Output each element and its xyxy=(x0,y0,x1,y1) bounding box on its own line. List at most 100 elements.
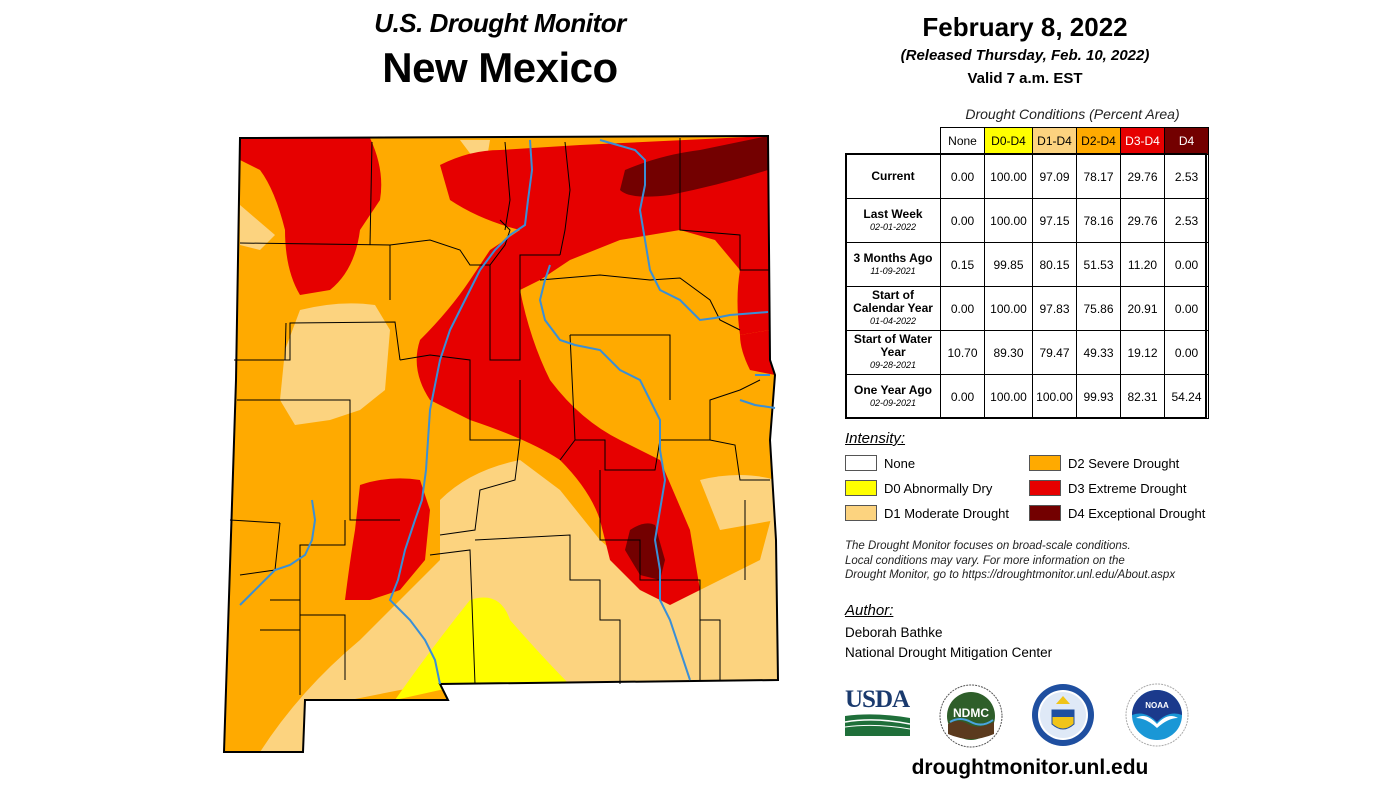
author-title: Author: xyxy=(845,602,894,619)
swatch-d0 xyxy=(845,480,877,496)
row-label-text: Last Week xyxy=(863,206,923,221)
cell: 82.31 xyxy=(1120,374,1165,419)
swatch-d2 xyxy=(1029,455,1061,471)
legend-item-d1: D1 Moderate Drought xyxy=(845,505,1009,521)
website-link[interactable]: droughtmonitor.unl.edu xyxy=(911,756,1149,779)
drought-conditions-table: None D0-D4 D1-D4 D2-D4 D3-D4 D4 Current … xyxy=(845,127,1209,419)
legend-label: D3 Extreme Drought xyxy=(1068,480,1187,496)
header-none: None xyxy=(940,127,985,155)
header-blank xyxy=(846,128,941,155)
cell: 0.00 xyxy=(940,154,985,199)
usda-landscape-icon xyxy=(844,714,911,736)
cell: 99.93 xyxy=(1076,374,1121,419)
cell: 29.76 xyxy=(1120,154,1165,199)
row-label: Last Week 02-01-2022 xyxy=(845,198,941,243)
noaa-logo: NOAA xyxy=(1125,683,1189,747)
header-d4: D4 xyxy=(1164,127,1209,155)
cell: 100.00 xyxy=(984,374,1033,419)
row-label: 3 Months Ago 11-09-2021 xyxy=(845,242,941,287)
header-d0-d4: D0-D4 xyxy=(984,127,1033,155)
legend-item-d3: D3 Extreme Drought xyxy=(1029,480,1187,496)
map-date: February 8, 2022 xyxy=(922,12,1128,42)
row-date: 01-04-2022 xyxy=(869,316,917,326)
drought-map xyxy=(222,134,780,753)
row-label-text: Start of Water Year xyxy=(853,332,933,359)
state-border xyxy=(222,134,780,753)
swatch-d1 xyxy=(845,505,877,521)
row-label: Current xyxy=(845,154,941,199)
row-label-text: Start of Calendar Year xyxy=(853,288,933,315)
table-row-3-months-ago: 3 Months Ago 11-09-2021 0.15 99.85 80.15 … xyxy=(845,242,1209,287)
row-date: 09-28-2021 xyxy=(869,360,917,370)
release-date: (Released Thursday, Feb. 10, 2022) xyxy=(900,47,1150,64)
row-label: Start of Calendar Year 01-04-2022 xyxy=(845,286,941,331)
disclaimer-note: The Drought Monitor focuses on broad-sca… xyxy=(845,539,1215,583)
doc-seal-logo xyxy=(1032,684,1094,746)
author-name: Deborah Bathke xyxy=(845,625,943,640)
author-org: National Drought Mitigation Center xyxy=(845,645,1053,660)
cell: 49.33 xyxy=(1076,330,1121,375)
cell: 0.00 xyxy=(940,286,985,331)
row-label-text: 3 Months Ago xyxy=(853,250,933,265)
legend-label: D1 Moderate Drought xyxy=(884,505,1010,521)
author-block: Deborah Bathke National Drought Mitigati… xyxy=(845,623,1052,663)
table-row-start-calendar-year: Start of Calendar Year 01-04-2022 0.00 10… xyxy=(845,286,1209,331)
note-line: The Drought Monitor focuses on broad-sca… xyxy=(845,540,1131,552)
svg-text:NOAA: NOAA xyxy=(1145,701,1169,710)
drought-areas xyxy=(224,136,778,752)
cell: 75.86 xyxy=(1076,286,1121,331)
table-caption: Drought Conditions (Percent Area) xyxy=(965,106,1180,122)
cell: 0.00 xyxy=(1164,330,1209,375)
table-row-current: Current 0.00 100.00 97.09 78.17 29.76 2.… xyxy=(845,154,1209,199)
swatch-d3 xyxy=(1029,480,1061,496)
cell: 97.83 xyxy=(1032,286,1077,331)
cell: 0.00 xyxy=(940,198,985,243)
header-d2-d4: D2-D4 xyxy=(1076,127,1121,155)
table-row-last-week: Last Week 02-01-2022 0.00 100.00 97.15 78… xyxy=(845,198,1209,243)
legend-item-d2: D2 Severe Drought xyxy=(1029,455,1179,471)
cell: 11.20 xyxy=(1120,242,1165,287)
legend-item-d4: D4 Exceptional Drought xyxy=(1029,505,1205,521)
valid-time: Valid 7 a.m. EST xyxy=(967,70,1083,87)
legend-label: D2 Severe Drought xyxy=(1068,455,1180,471)
cell: 0.15 xyxy=(940,242,985,287)
cell: 0.00 xyxy=(940,374,985,419)
cell: 99.85 xyxy=(984,242,1033,287)
row-label: One Year Ago 02-09-2021 xyxy=(845,374,941,419)
map-title: U.S. Drought Monitor xyxy=(374,8,626,38)
usda-logo: USDA xyxy=(844,686,911,736)
cell: 100.00 xyxy=(984,154,1033,199)
cell: 78.16 xyxy=(1076,198,1121,243)
cell: 0.00 xyxy=(1164,242,1209,287)
county-lines xyxy=(229,138,770,695)
cell: 80.15 xyxy=(1032,242,1077,287)
ndmc-logo: NDMC xyxy=(939,684,1003,748)
cell: 0.00 xyxy=(1164,286,1209,331)
cell: 51.53 xyxy=(1076,242,1121,287)
row-label-text: One Year Ago xyxy=(853,382,933,397)
svg-text:NDMC: NDMC xyxy=(953,706,989,720)
rivers xyxy=(239,139,776,685)
row-label-text: Current xyxy=(871,169,915,183)
legend-label: D0 Abnormally Dry xyxy=(884,480,993,496)
cell: 19.12 xyxy=(1120,330,1165,375)
row-label: Start of Water Year 09-28-2021 xyxy=(845,330,941,375)
note-line: Local conditions may vary. For more info… xyxy=(845,554,1125,567)
swatch-none xyxy=(845,455,877,471)
legend-item-none: None xyxy=(845,455,915,471)
region-title: New Mexico xyxy=(382,44,618,91)
swatch-d4 xyxy=(1029,505,1061,521)
header-d3-d4: D3-D4 xyxy=(1120,127,1165,155)
legend-label: None xyxy=(884,455,916,471)
usda-logo-text: USDA xyxy=(845,686,910,713)
cell: 100.00 xyxy=(1032,374,1077,419)
table-row-start-water-year: Start of Water Year 09-28-2021 10.70 89.3… xyxy=(845,330,1209,375)
header-d1-d4: D1-D4 xyxy=(1032,127,1077,155)
cell: 2.53 xyxy=(1164,198,1209,243)
legend-label: D4 Exceptional Drought xyxy=(1068,505,1206,521)
cell: 100.00 xyxy=(984,198,1033,243)
cell: 29.76 xyxy=(1120,198,1165,243)
row-date: 02-09-2021 xyxy=(869,397,917,408)
cell: 79.47 xyxy=(1032,330,1077,375)
cell: 2.53 xyxy=(1164,154,1209,199)
